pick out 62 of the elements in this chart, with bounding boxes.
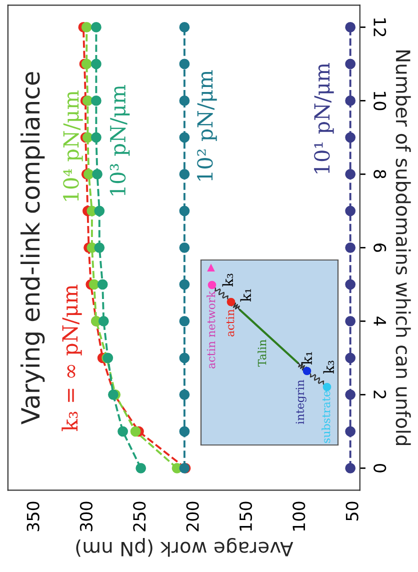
text: 10³ pN/μm: [110, 85, 130, 196]
point: [179, 242, 190, 253]
point: [345, 206, 356, 216]
point: [345, 279, 356, 290]
point: [90, 22, 102, 32]
point: [179, 58, 190, 70]
x-tick-label: 200: [186, 502, 199, 532]
point: [179, 206, 190, 216]
point: [179, 352, 190, 364]
point: [98, 316, 109, 326]
point: [179, 389, 190, 400]
point: [345, 352, 356, 364]
point: [179, 95, 190, 106]
y-tick-label: 2: [374, 390, 386, 398]
y-tick-label: 0: [374, 464, 386, 472]
point: [88, 279, 100, 290]
y-tick-label: 8: [374, 170, 386, 178]
point: [97, 279, 108, 290]
y-tick-label: 10: [374, 92, 386, 110]
x-tick-label: 250: [133, 502, 146, 532]
point: [136, 462, 146, 474]
point: [179, 22, 190, 32]
point: [130, 426, 141, 437]
point: [345, 22, 356, 32]
point: [179, 426, 190, 437]
point: [81, 22, 92, 32]
x-tick-label: 350: [26, 502, 40, 532]
point: [345, 58, 356, 70]
text: k₃ = ∞ pN/μm: [62, 284, 82, 432]
point: [90, 95, 102, 106]
point: [345, 426, 356, 437]
point: [118, 426, 128, 437]
point: [90, 58, 102, 70]
point: [345, 168, 356, 180]
x-axis-title: Average work (pN nm): [76, 538, 294, 557]
point: [90, 132, 102, 143]
x-tick-label: 100: [292, 502, 306, 531]
point: [92, 168, 102, 180]
point: [179, 132, 190, 143]
text: 10¹ pN/μm: [314, 62, 334, 174]
point: [345, 389, 356, 400]
point: [179, 279, 190, 290]
point: [345, 132, 356, 143]
y-tick-label: 12: [374, 18, 386, 36]
text: Varying end-link compliance: [20, 72, 45, 424]
point: [179, 168, 190, 180]
text: 10² pN/μm: [197, 70, 217, 181]
x-tick-label: 150: [239, 502, 252, 531]
point: [94, 206, 105, 216]
point: [94, 242, 105, 253]
point: [345, 242, 356, 253]
y-tick-label: 4: [374, 316, 386, 326]
text: 10⁴ pN/μm: [63, 90, 83, 201]
point: [84, 168, 94, 180]
x-tick-label: 50: [346, 502, 358, 521]
point: [179, 316, 190, 326]
x-tick-label: 300: [80, 502, 93, 532]
y-axis-title: Number of subdomains which can unfold: [396, 50, 411, 446]
point: [345, 95, 356, 106]
point: [345, 462, 356, 474]
point: [345, 316, 356, 326]
y-tick-label: 6: [374, 244, 386, 252]
